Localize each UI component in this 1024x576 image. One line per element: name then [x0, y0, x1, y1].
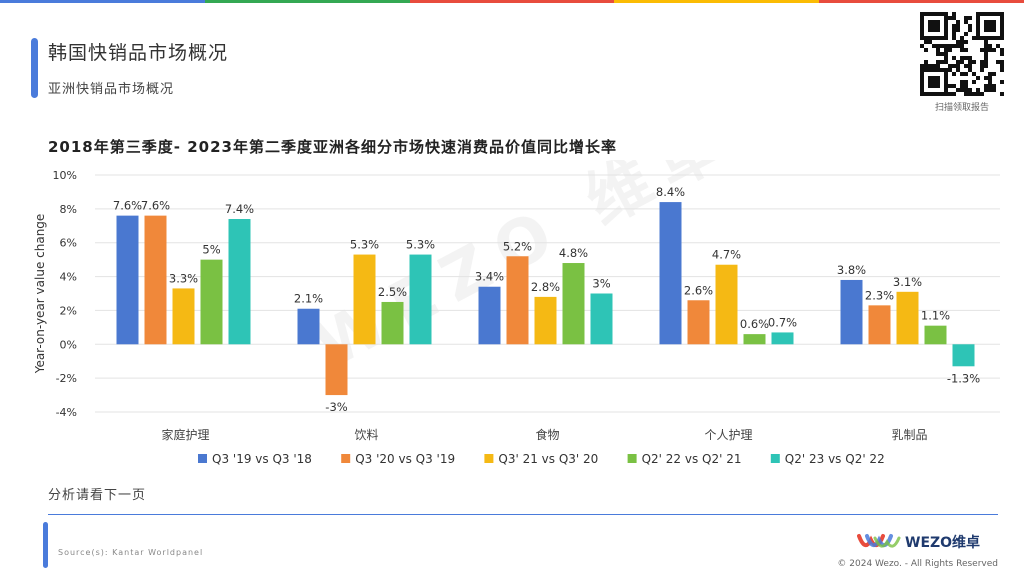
legend-swatch [341, 454, 351, 463]
x-category-label: 乳制品 [891, 428, 927, 442]
bar [297, 308, 320, 345]
source-accent-bar [43, 522, 48, 568]
chart-title: 2018年第三季度- 2023年第二季度亚洲各细分市场快速消费品价值同比增长率 [48, 138, 617, 156]
bar [687, 300, 710, 345]
data-label: 0.6% [740, 317, 769, 331]
bar [743, 334, 766, 345]
data-label: 2.5% [378, 285, 407, 299]
bar [534, 296, 557, 345]
data-label: 5.3% [350, 238, 379, 252]
bar [409, 254, 432, 345]
copyright: © 2024 Wezo. - All Rights Reserved [837, 559, 998, 569]
bar [506, 256, 529, 345]
y-tick-label: 4% [60, 271, 77, 284]
bar [172, 288, 195, 345]
wezo-logo: WEZO维卓 [857, 528, 997, 556]
title-accent-bar [31, 38, 38, 98]
bar [924, 325, 947, 345]
data-label: 7.6% [141, 199, 170, 213]
source-text: Source(s): Kantar Worldpanel [58, 548, 204, 557]
legend-label: Q3' 21 vs Q3' 20 [498, 452, 598, 466]
bar [144, 215, 167, 345]
y-tick-label: 0% [60, 338, 77, 351]
wezo-logo-icon [857, 534, 901, 548]
data-label: 3% [592, 277, 610, 291]
legend-label: Q2' 22 vs Q2' 21 [642, 452, 742, 466]
bar [478, 286, 501, 345]
data-label: 1.1% [921, 309, 950, 323]
y-tick-label: -4% [56, 406, 77, 419]
x-category-label: 家庭护理 [161, 427, 209, 442]
page-title: 韩国快销品市场概况 [48, 42, 229, 64]
bar-chart: -4% -2% 0% 2% 4% 6% 8% 10% Year-on-year value ch… [33, 169, 1000, 466]
top-color-bar [0, 0, 1024, 3]
footer-divider [48, 514, 998, 515]
bar [353, 254, 376, 345]
bar [228, 219, 251, 345]
bar [325, 344, 348, 396]
data-label: 4.7% [712, 248, 741, 262]
y-tick-label: 2% [60, 304, 77, 317]
data-label: 2.1% [294, 292, 323, 306]
bar [590, 293, 613, 345]
data-label: 2.6% [684, 283, 713, 297]
legend-swatch [484, 454, 494, 463]
data-label: 0.7% [768, 315, 797, 329]
wezo-logo-text: WEZO维卓 [905, 535, 981, 551]
top-bar-segment-5 [819, 0, 1024, 3]
data-label: 3.8% [837, 263, 866, 277]
legend-label: Q3 '19 vs Q3 '18 [212, 452, 312, 466]
x-category-label: 饮料 [354, 428, 378, 442]
bar [200, 259, 223, 345]
top-bar-segment-2 [204, 0, 410, 3]
qr-caption: 扫描领取报告 [934, 103, 989, 113]
bar [715, 264, 738, 345]
data-label: 3.3% [169, 271, 198, 285]
data-label: 3.4% [475, 270, 504, 284]
legend-swatch [198, 454, 207, 463]
data-label: -1.3% [947, 371, 980, 385]
y-tick-label: 10% [53, 169, 77, 182]
analysis-note: 分析请看下一页 [48, 488, 147, 503]
legend-label: Q3 '20 vs Q3 '19 [355, 452, 455, 466]
data-label: 8.4% [656, 185, 685, 199]
data-label: 5.2% [503, 239, 532, 253]
bar [771, 332, 794, 345]
data-label: 5% [202, 243, 220, 257]
data-label: 3.1% [893, 275, 922, 289]
data-label: -3% [325, 400, 347, 414]
data-label: 2.8% [531, 280, 560, 294]
data-label: 4.8% [559, 246, 588, 260]
bar [840, 279, 863, 345]
data-label: 2.3% [865, 288, 894, 302]
bar [659, 202, 682, 345]
legend-label: Q2' 23 vs Q2' 22 [785, 452, 885, 466]
bar [868, 305, 891, 345]
y-tick-label: 6% [60, 237, 77, 250]
x-category-label: 个人护理 [704, 428, 752, 442]
top-bar-segment-1 [0, 0, 205, 3]
bar [896, 291, 919, 345]
top-bar-segment-4 [614, 0, 820, 3]
data-label: 7.6% [113, 199, 142, 213]
top-bar-segment-3 [409, 0, 615, 3]
bar [952, 344, 975, 367]
y-tick-label: 8% [60, 203, 77, 216]
data-label: 7.4% [225, 202, 254, 216]
qr-code-icon[interactable] [920, 12, 1004, 96]
bar [381, 301, 404, 345]
legend-swatch [627, 454, 637, 463]
legend-swatch [770, 454, 780, 463]
y-tick-label: -2% [56, 372, 77, 385]
y-axis-label: Year-on-year value change [33, 214, 47, 375]
x-category-label: 食物 [535, 427, 559, 442]
bar [562, 263, 585, 345]
page-subtitle: 亚洲快销品市场概况 [48, 82, 175, 97]
data-label: 5.3% [406, 238, 435, 252]
bar [116, 215, 139, 345]
